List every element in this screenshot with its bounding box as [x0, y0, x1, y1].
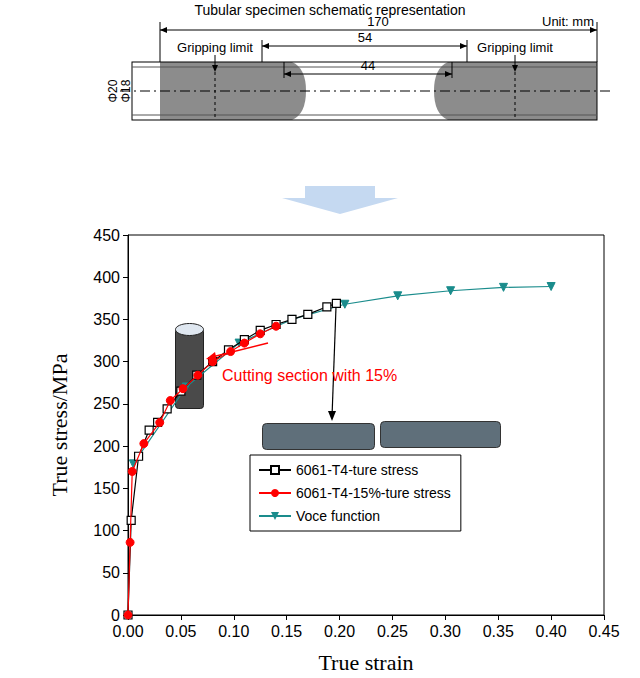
- svg-text:0.25: 0.25: [377, 623, 408, 640]
- svg-text:0.40: 0.40: [536, 623, 567, 640]
- svg-text:Unit: mm: Unit: mm: [542, 14, 594, 29]
- svg-text:0.00: 0.00: [112, 623, 143, 640]
- svg-text:0.30: 0.30: [430, 623, 461, 640]
- svg-text:44: 44: [361, 58, 375, 73]
- svg-text:Cutting section with 15%: Cutting section with 15%: [222, 367, 397, 384]
- svg-text:0: 0: [111, 607, 120, 624]
- svg-text:450: 450: [93, 227, 120, 244]
- svg-text:150: 150: [93, 480, 120, 497]
- svg-text:Gripping limit: Gripping limit: [477, 40, 553, 55]
- svg-text:0.10: 0.10: [218, 623, 249, 640]
- svg-text:300: 300: [93, 353, 120, 370]
- svg-text:6061-T4-ture stress: 6061-T4-ture stress: [296, 462, 418, 478]
- svg-text:250: 250: [93, 395, 120, 412]
- svg-text:400: 400: [93, 269, 120, 286]
- svg-text:54: 54: [358, 30, 372, 45]
- svg-text:50: 50: [102, 564, 120, 581]
- svg-text:350: 350: [93, 311, 120, 328]
- svg-text:0.20: 0.20: [324, 623, 355, 640]
- svg-text:True stress/MPa: True stress/MPa: [47, 353, 72, 496]
- svg-text:True strain: True strain: [318, 650, 413, 675]
- svg-text:Gripping limit: Gripping limit: [177, 40, 253, 55]
- svg-text:Voce function: Voce function: [296, 508, 380, 524]
- svg-text:6061-T4-15%-ture stress: 6061-T4-15%-ture stress: [296, 485, 451, 501]
- svg-text:0.05: 0.05: [165, 623, 196, 640]
- svg-text:200: 200: [93, 438, 120, 455]
- svg-text:0.35: 0.35: [483, 623, 514, 640]
- svg-text:Φ18: Φ18: [119, 79, 133, 102]
- svg-text:0.45: 0.45: [588, 623, 619, 640]
- svg-text:Tubular specimen schematic rep: Tubular specimen schematic representatio…: [194, 2, 465, 18]
- svg-text:Φ20: Φ20: [106, 79, 120, 102]
- svg-text:100: 100: [93, 522, 120, 539]
- svg-text:0.15: 0.15: [271, 623, 302, 640]
- svg-text:170: 170: [367, 14, 389, 29]
